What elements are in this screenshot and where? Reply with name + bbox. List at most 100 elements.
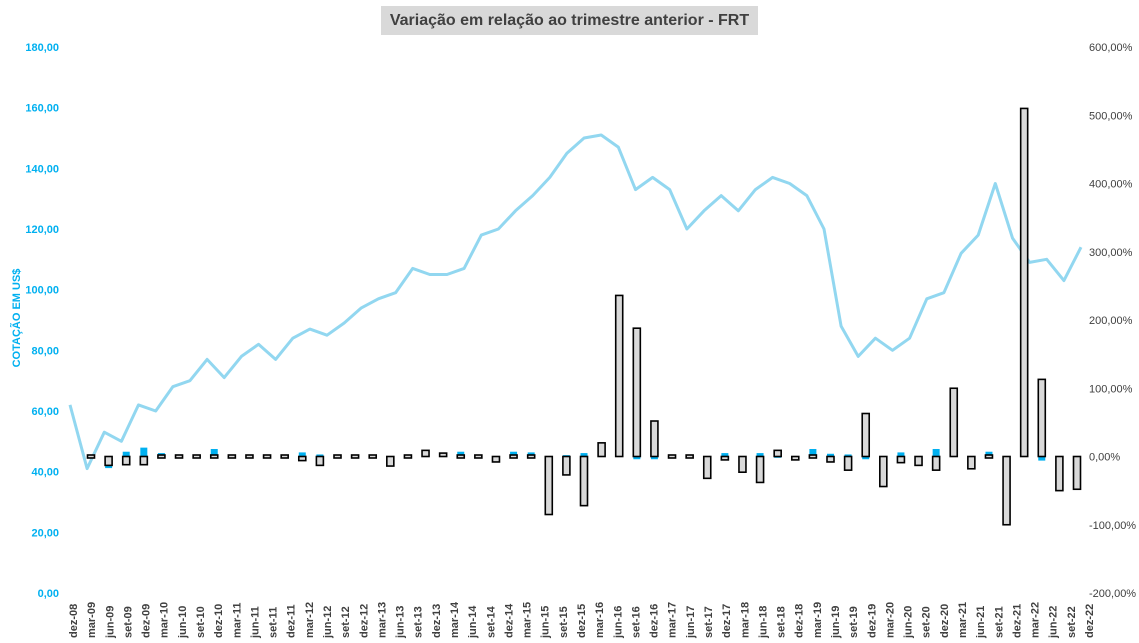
highlight-bar xyxy=(140,447,148,457)
right-tick-label: 100,00% xyxy=(1089,383,1133,395)
x-tick-label: dez-13 xyxy=(431,604,443,638)
change-bar xyxy=(403,454,413,459)
x-tick-label: jun-11 xyxy=(249,606,261,639)
change-bar xyxy=(826,455,835,463)
change-bar xyxy=(720,455,730,461)
x-tick-label: jun-18 xyxy=(757,606,769,639)
x-tick-label: mar-22 xyxy=(1030,602,1042,638)
change-bar xyxy=(896,455,906,464)
x-tick-label: mar-20 xyxy=(884,602,896,638)
change-bar xyxy=(1019,107,1029,458)
x-tick-label: mar-12 xyxy=(304,602,316,638)
x-tick-label: dez-21 xyxy=(1011,604,1023,638)
change-bar xyxy=(879,455,888,488)
x-tick-label: set-18 xyxy=(776,606,788,638)
change-bar xyxy=(368,454,378,459)
change-bar xyxy=(509,454,518,459)
highlight-bar xyxy=(721,453,729,457)
x-tick-label: jun-13 xyxy=(395,606,407,639)
x-tick-label: mar-13 xyxy=(376,602,388,638)
change-bar xyxy=(245,454,254,459)
change-bar xyxy=(579,455,589,507)
x-tick-label: dez-10 xyxy=(213,604,225,638)
change-bar xyxy=(350,454,360,459)
highlight-bar xyxy=(650,456,658,460)
x-tick-label: jun-14 xyxy=(467,605,479,639)
change-bar xyxy=(967,455,976,470)
price-layer xyxy=(68,133,1083,471)
change-bar xyxy=(685,454,694,459)
right-tick-label: 200,00% xyxy=(1089,315,1133,327)
x-tick-label: set-09 xyxy=(122,606,134,638)
highlight-bar xyxy=(827,453,834,457)
change-bar xyxy=(104,455,113,467)
change-bar xyxy=(139,455,149,466)
change-bar xyxy=(808,454,818,459)
x-tick-label: dez-09 xyxy=(141,604,153,638)
x-tick-label: mar-17 xyxy=(667,602,679,638)
change-bar xyxy=(315,455,325,467)
change-bar xyxy=(192,454,201,459)
x-tick-label: jun-22 xyxy=(1048,606,1060,639)
change-bar xyxy=(861,412,871,458)
change-bar xyxy=(333,454,342,459)
left-tick-label: 100,00 xyxy=(25,285,59,297)
right-tick-label: -200,00% xyxy=(1089,588,1136,600)
highlight-bar xyxy=(298,452,306,457)
change-bar xyxy=(86,454,96,459)
change-bar xyxy=(227,454,237,459)
change-bar xyxy=(984,454,994,459)
x-tick-label: jun-15 xyxy=(540,606,552,639)
x-tick-label: dez-14 xyxy=(503,603,515,638)
change-bar xyxy=(438,452,448,458)
highlight-bar xyxy=(756,453,764,457)
x-tick-label: jun-21 xyxy=(975,606,987,639)
change-bar xyxy=(474,454,483,459)
change-bar xyxy=(790,455,800,461)
left-tick-label: 120,00 xyxy=(25,224,59,236)
x-tick-label: set-17 xyxy=(703,606,715,638)
change-bar xyxy=(843,455,853,471)
change-bar xyxy=(121,455,131,466)
highlight-bar xyxy=(122,451,130,457)
chart-title: Variação em relação ao trimestre anterio… xyxy=(389,11,750,29)
chart-title-box: Variação em relação ao trimestre anterio… xyxy=(381,6,758,35)
change-bar xyxy=(174,454,184,459)
highlight-bar xyxy=(457,451,465,457)
x-tick-label: set-11 xyxy=(268,607,280,638)
change-bar xyxy=(949,387,959,458)
highlight-bar xyxy=(985,451,993,457)
highlight-bar xyxy=(633,456,641,460)
change-bar xyxy=(755,455,765,484)
x-tick-label: set-20 xyxy=(921,606,933,638)
change-bar xyxy=(773,449,782,458)
x-tick-label: set-22 xyxy=(1066,606,1078,638)
bars-layer xyxy=(86,107,1082,526)
x-tick-label: mar-10 xyxy=(159,602,171,638)
change-bar xyxy=(1037,378,1047,458)
x-tick-label: set-12 xyxy=(340,606,352,638)
x-tick-label: dez-12 xyxy=(358,604,370,638)
x-tick-label: set-13 xyxy=(413,606,425,638)
change-bar xyxy=(157,454,166,459)
x-tick-label: jun-09 xyxy=(104,606,116,639)
x-tick-label: set-21 xyxy=(993,606,1005,638)
x-tick-label: dez-20 xyxy=(939,604,951,638)
change-bar xyxy=(931,455,941,471)
right-tick-label: -100,00% xyxy=(1089,520,1136,532)
right-tick-label: 300,00% xyxy=(1089,247,1133,259)
change-bar xyxy=(262,454,272,459)
x-tick-label: dez-08 xyxy=(68,604,80,638)
x-tick-label: jun-17 xyxy=(685,606,697,639)
x-tick-label: set-19 xyxy=(848,606,860,638)
x-tick-label: mar-11 xyxy=(231,603,243,638)
highlight-bar xyxy=(210,448,218,457)
x-tick-label: dez-18 xyxy=(794,604,806,638)
x-tick-label: dez-15 xyxy=(576,604,588,638)
change-bar xyxy=(1072,455,1082,491)
x-tick-label: jun-12 xyxy=(322,606,334,639)
right-tick-label: 600,00% xyxy=(1089,42,1133,54)
left-tick-label: 40,00 xyxy=(31,467,59,479)
x-tick-label: dez-11 xyxy=(286,604,298,638)
change-bar xyxy=(209,454,219,459)
